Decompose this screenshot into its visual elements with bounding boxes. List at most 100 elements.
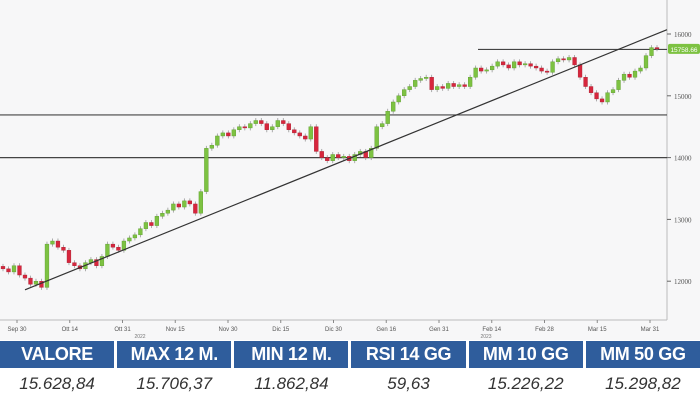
x-tick-label: Gen 31: [429, 327, 449, 333]
candle-down: [61, 247, 66, 251]
candle-up: [418, 78, 423, 81]
header-rsi-14gg: RSI 14 GG: [351, 341, 466, 368]
candle-down: [506, 64, 511, 69]
candle-up: [566, 57, 572, 61]
candle-down: [479, 67, 484, 72]
candle-down: [66, 250, 72, 263]
value-min-12m: 11.862,84: [254, 374, 329, 393]
header-min-12m: MIN 12 M.: [234, 341, 349, 368]
candle-up: [204, 148, 209, 192]
x-tick-label: Nov 15: [166, 327, 186, 333]
candle-down: [319, 151, 324, 158]
candle-up: [495, 61, 500, 67]
candle-up: [490, 65, 495, 71]
candle-up: [457, 84, 462, 87]
candle-up: [33, 281, 39, 285]
candle-up: [270, 126, 275, 130]
candle-down: [226, 132, 231, 137]
candle-down: [187, 200, 192, 205]
x-tick-label: Feb 14: [482, 327, 501, 333]
candle-up: [446, 83, 451, 89]
candle-down: [429, 77, 434, 90]
candle-up: [369, 148, 374, 158]
candle-down: [654, 47, 660, 50]
candle-up: [396, 95, 401, 103]
last-price-label: 15758.66: [670, 47, 697, 54]
candle-up: [132, 234, 138, 239]
candle-up: [402, 89, 407, 97]
candle-up: [484, 69, 489, 72]
candle-up: [143, 222, 149, 229]
header-mm-50gg: MM 50 GG: [585, 341, 700, 368]
year-label: 2023: [480, 334, 491, 340]
candle-down: [72, 262, 77, 266]
x-tick-label: Mar 15: [588, 327, 607, 333]
candle-up: [391, 101, 396, 112]
candle-down: [544, 70, 550, 73]
candle-up: [330, 154, 335, 161]
x-tick-label: Gen 16: [376, 327, 396, 333]
candle-down: [325, 157, 330, 161]
y-tick-label: 13000: [674, 216, 692, 224]
candle-down: [110, 243, 116, 248]
candle-up: [44, 243, 50, 288]
y-tick-label: 14000: [674, 155, 692, 163]
candle-up: [154, 216, 160, 226]
candle-up: [473, 67, 478, 78]
candle-down: [0, 266, 6, 270]
x-tick-label: Nov 30: [218, 327, 238, 333]
candle-down: [292, 129, 297, 134]
candle-up: [605, 92, 610, 103]
candle-down: [517, 61, 522, 66]
candle-up: [253, 120, 258, 124]
candle-down: [149, 222, 154, 226]
candle-up: [643, 55, 649, 69]
candle-down: [6, 268, 11, 273]
candlestick-chart: 16000 15000 14000 13000 12000 Sep 30 Ott 14 Ott…: [0, 0, 700, 340]
candle-down: [116, 247, 121, 251]
candle-up: [435, 86, 440, 90]
candle-down: [528, 63, 533, 67]
candle-up: [50, 240, 55, 245]
candle-up: [407, 86, 412, 90]
x-tick-label: Feb 28: [535, 327, 554, 333]
candle-down: [594, 92, 599, 100]
candle-down: [22, 274, 28, 279]
x-tick-label: Ott 31: [114, 327, 131, 333]
value-mm-10gg: 15.226,22: [487, 374, 564, 393]
candle-up: [160, 213, 165, 217]
candle-down: [297, 132, 302, 137]
header-max-12m: MAX 12 M.: [117, 341, 232, 368]
candle-down: [500, 61, 506, 66]
candle-up: [182, 200, 187, 208]
candle-down: [28, 277, 33, 285]
value-rsi-14gg: 59,63: [387, 374, 430, 393]
candle-up: [522, 63, 528, 66]
x-tick-label: Mar 31: [641, 327, 660, 333]
candle-up: [165, 209, 170, 214]
candle-down: [176, 203, 181, 208]
header-valore: VALORE: [0, 341, 115, 368]
candle-up: [468, 77, 473, 87]
candle-down: [583, 77, 588, 87]
candle-up: [550, 61, 555, 73]
header-mm-10gg: MM 10 GG: [468, 341, 583, 368]
value-mm-50gg: 15.298,82: [605, 374, 681, 393]
candle-down: [336, 154, 341, 158]
candle-up: [413, 80, 418, 87]
candle-down: [314, 126, 319, 152]
candle-up: [127, 237, 132, 242]
candle-down: [533, 65, 539, 69]
candle-up: [248, 123, 253, 129]
x-tick-label: Dic 15: [272, 327, 290, 333]
candle-down: [303, 135, 308, 140]
candle-up: [374, 126, 379, 149]
candle-up: [555, 58, 561, 63]
candle-up: [616, 80, 621, 90]
candle-up: [424, 77, 429, 79]
candle-down: [286, 123, 291, 130]
candle-up: [511, 61, 517, 69]
candle-down: [572, 57, 577, 66]
candle-up: [220, 132, 225, 137]
candle-down: [281, 120, 286, 124]
